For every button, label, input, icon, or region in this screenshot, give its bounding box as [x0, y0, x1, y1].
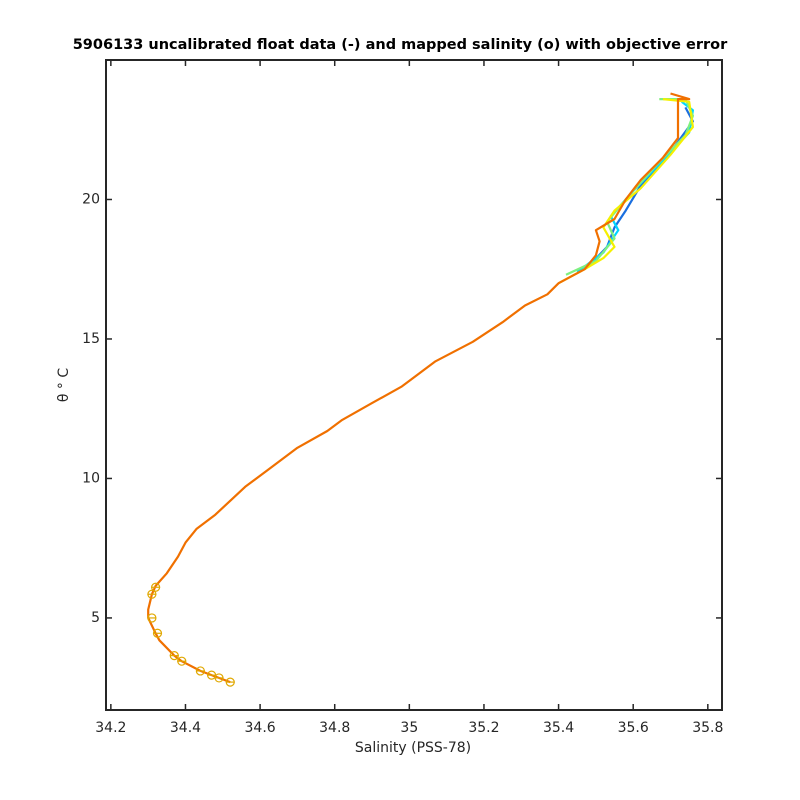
mapped-point	[169, 651, 179, 661]
mapped-point	[177, 656, 187, 666]
mapped-point	[225, 677, 235, 687]
mapped-point	[147, 613, 157, 623]
y-axis-label: θ ° C	[56, 368, 72, 402]
mapped-point	[206, 670, 217, 680]
x-tick-label: 34.6	[245, 720, 276, 736]
x-tick-label: 34.4	[170, 720, 201, 736]
y-tick-label: 20	[82, 191, 100, 207]
plot-frame	[105, 59, 723, 711]
profile-line	[147, 92, 691, 684]
x-tick-label: 34.2	[95, 720, 126, 736]
x-tick-label: 35	[400, 720, 418, 736]
chart-title: 5906133 uncalibrated float data (-) and …	[73, 37, 728, 53]
profile-line	[558, 98, 694, 285]
y-tick-label: 10	[82, 470, 100, 486]
x-tick-label: 35.6	[618, 720, 649, 736]
x-axis-label: Salinity (PSS-78)	[355, 740, 471, 756]
mapped-point	[151, 582, 161, 592]
mapped-point	[195, 666, 205, 676]
y-tick-label: 5	[91, 610, 100, 626]
mapped-point	[147, 589, 157, 599]
x-tick-label: 35.2	[468, 720, 499, 736]
x-tick-label: 35.4	[543, 720, 574, 736]
x-tick-label: 35.8	[692, 720, 723, 736]
mapped-point	[152, 628, 163, 638]
y-tick-label: 15	[82, 331, 100, 347]
x-tick-label: 34.8	[319, 720, 350, 736]
